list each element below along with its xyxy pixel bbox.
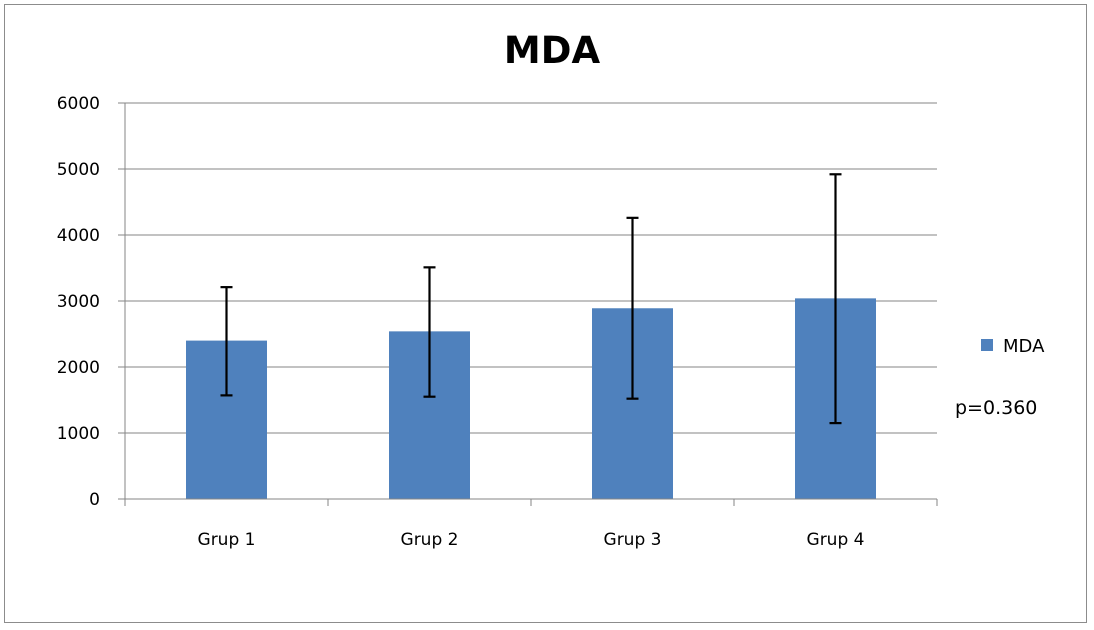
y-tick-label: 3000 [57, 292, 100, 312]
chart-frame [4, 4, 1087, 623]
y-tick-label: 0 [89, 490, 100, 510]
x-tick-label: Grup 2 [401, 530, 459, 550]
legend: MDA [981, 336, 1045, 357]
chart-title: MDA [504, 29, 601, 72]
bars [186, 298, 876, 499]
x-tick-label: Grup 4 [807, 530, 865, 550]
legend-swatch-mda [981, 339, 993, 351]
y-tick-label: 5000 [57, 160, 100, 180]
legend-label-mda: MDA [1003, 336, 1045, 357]
p-value-annotation: p=0.360 [955, 397, 1037, 419]
y-tick-label: 2000 [57, 358, 100, 378]
y-tick-label: 1000 [57, 424, 100, 444]
y-tick-label: 6000 [57, 94, 100, 114]
error-bars [220, 173, 842, 425]
x-axis-tick-labels: Grup 1 Grup 2 Grup 3 Grup 4 [125, 498, 937, 550]
y-tick-label: 4000 [57, 226, 100, 246]
y-axis-tick-labels: 0 1000 2000 3000 4000 5000 6000 [57, 94, 100, 510]
x-tick-label: Grup 3 [604, 530, 662, 550]
x-tick-label: Grup 1 [198, 530, 256, 550]
